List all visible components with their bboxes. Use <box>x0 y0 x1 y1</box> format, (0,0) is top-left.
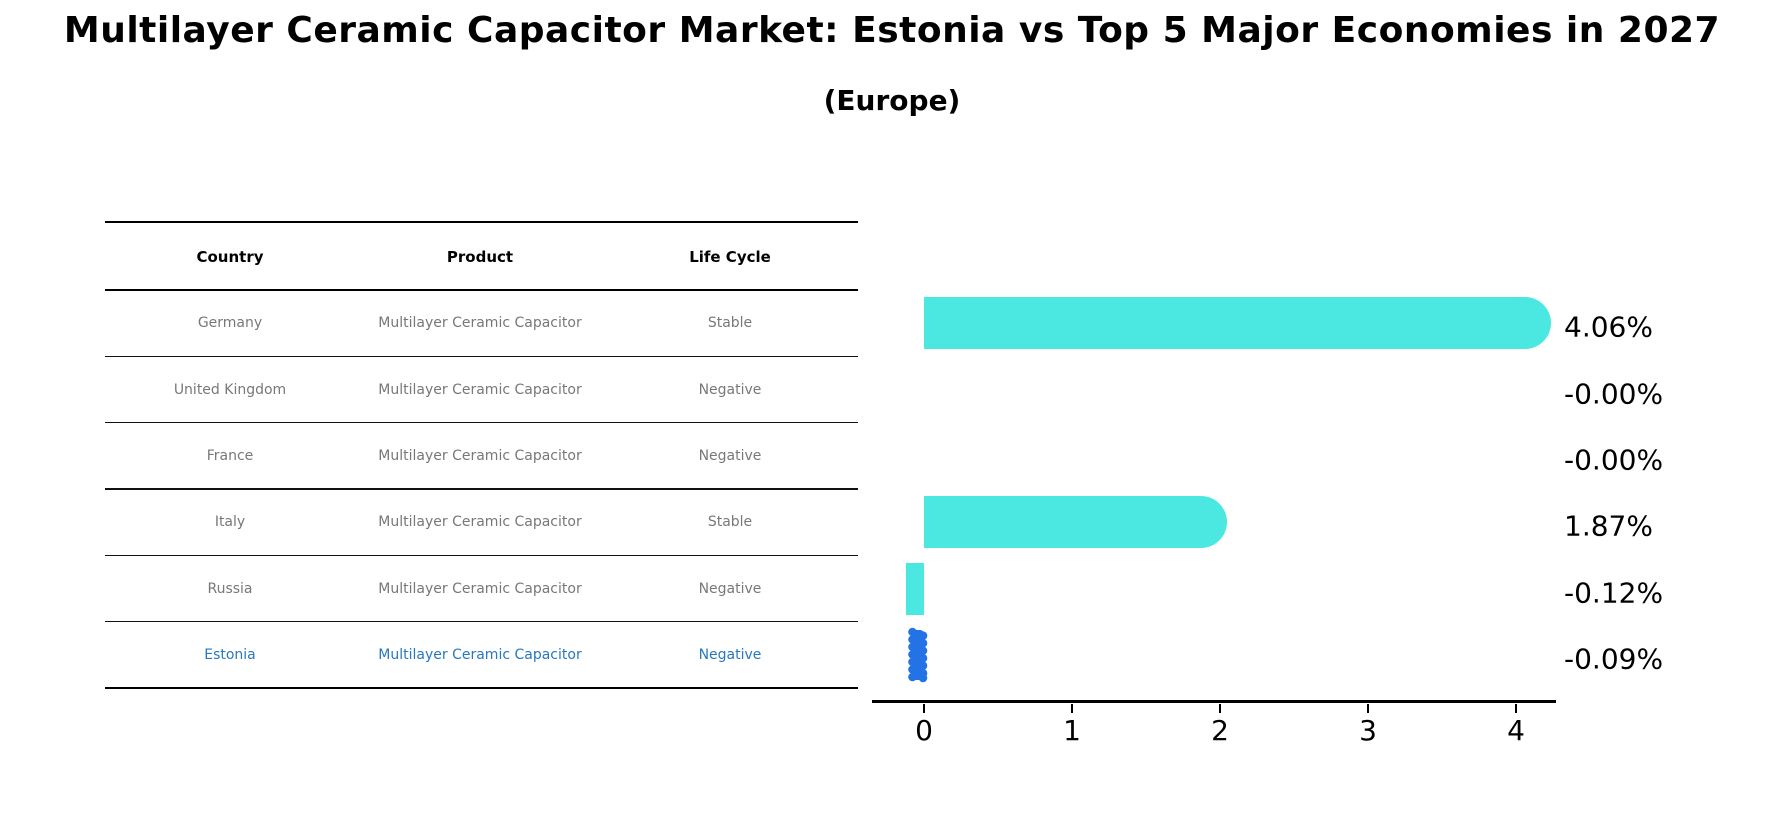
x-axis-tick <box>923 704 925 713</box>
table-cell-life-cycle: Negative <box>698 381 762 398</box>
x-axis-line <box>872 699 1556 703</box>
table-header-border <box>105 288 858 292</box>
bar <box>924 496 1227 549</box>
table-cell-country: Italy <box>214 514 246 531</box>
bar-highlight <box>907 627 927 683</box>
table-row-separator <box>105 554 858 557</box>
x-axis-tick-label: 2 <box>1211 714 1229 747</box>
table-cell-country: Russia <box>207 580 253 597</box>
table-row-separator <box>105 620 858 623</box>
table-cell-life-cycle: Negative <box>698 646 762 663</box>
table-top-border <box>105 220 858 224</box>
bar-value-label: -0.00% <box>1564 377 1664 410</box>
table-cell-life-cycle: Negative <box>698 580 762 597</box>
table-cell-product: Multilayer Ceramic Capacitor <box>378 514 582 531</box>
table-cell-country: France <box>206 447 254 464</box>
column-header-country: Country <box>196 248 264 266</box>
bar-value-label: -0.09% <box>1564 642 1664 676</box>
column-header-product: Product <box>446 248 514 266</box>
x-axis-tick <box>1367 704 1369 713</box>
bar-value-label: -0.12% <box>1564 576 1664 609</box>
table-cell-life-cycle: Negative <box>698 447 762 464</box>
bar <box>924 297 1551 350</box>
table-cell-product: Multilayer Ceramic Capacitor <box>378 381 582 398</box>
table-row-separator <box>105 421 858 424</box>
table-row-separator <box>105 355 858 358</box>
table-cell-product: Multilayer Ceramic Capacitor <box>378 315 582 332</box>
table-bottom-border <box>105 686 858 690</box>
table-cell-country: United Kingdom <box>173 381 287 398</box>
x-axis-tick-label: 4 <box>1507 714 1525 747</box>
table-row-separator <box>105 488 858 490</box>
bar-value-label: -0.00% <box>1564 443 1664 477</box>
bar-value-label: 4.06% <box>1564 310 1653 344</box>
column-header-life-cycle: Life Cycle <box>689 248 771 266</box>
table-cell-product: Multilayer Ceramic Capacitor <box>378 646 582 663</box>
table-cell-life-cycle: Stable <box>707 514 753 531</box>
bar-value-label: 1.87% <box>1564 509 1653 543</box>
x-axis-tick-label: 0 <box>915 714 933 747</box>
x-axis-tick <box>1219 704 1221 713</box>
chart-subtitle: (Europe) <box>823 84 961 117</box>
x-axis-tick <box>1515 704 1517 713</box>
table-cell-life-cycle: Stable <box>707 315 753 332</box>
x-axis-tick <box>1071 704 1073 713</box>
table-cell-country: Estonia <box>204 646 256 663</box>
table-cell-product: Multilayer Ceramic Capacitor <box>378 580 582 597</box>
chart-title: Multilayer Ceramic Capacitor Market: Est… <box>63 10 1721 51</box>
bar <box>906 562 924 615</box>
x-axis-tick-label: 1 <box>1063 714 1081 747</box>
x-axis-tick-label: 3 <box>1359 714 1377 747</box>
table-cell-product: Multilayer Ceramic Capacitor <box>378 447 582 464</box>
table-cell-country: Germany <box>197 315 263 332</box>
